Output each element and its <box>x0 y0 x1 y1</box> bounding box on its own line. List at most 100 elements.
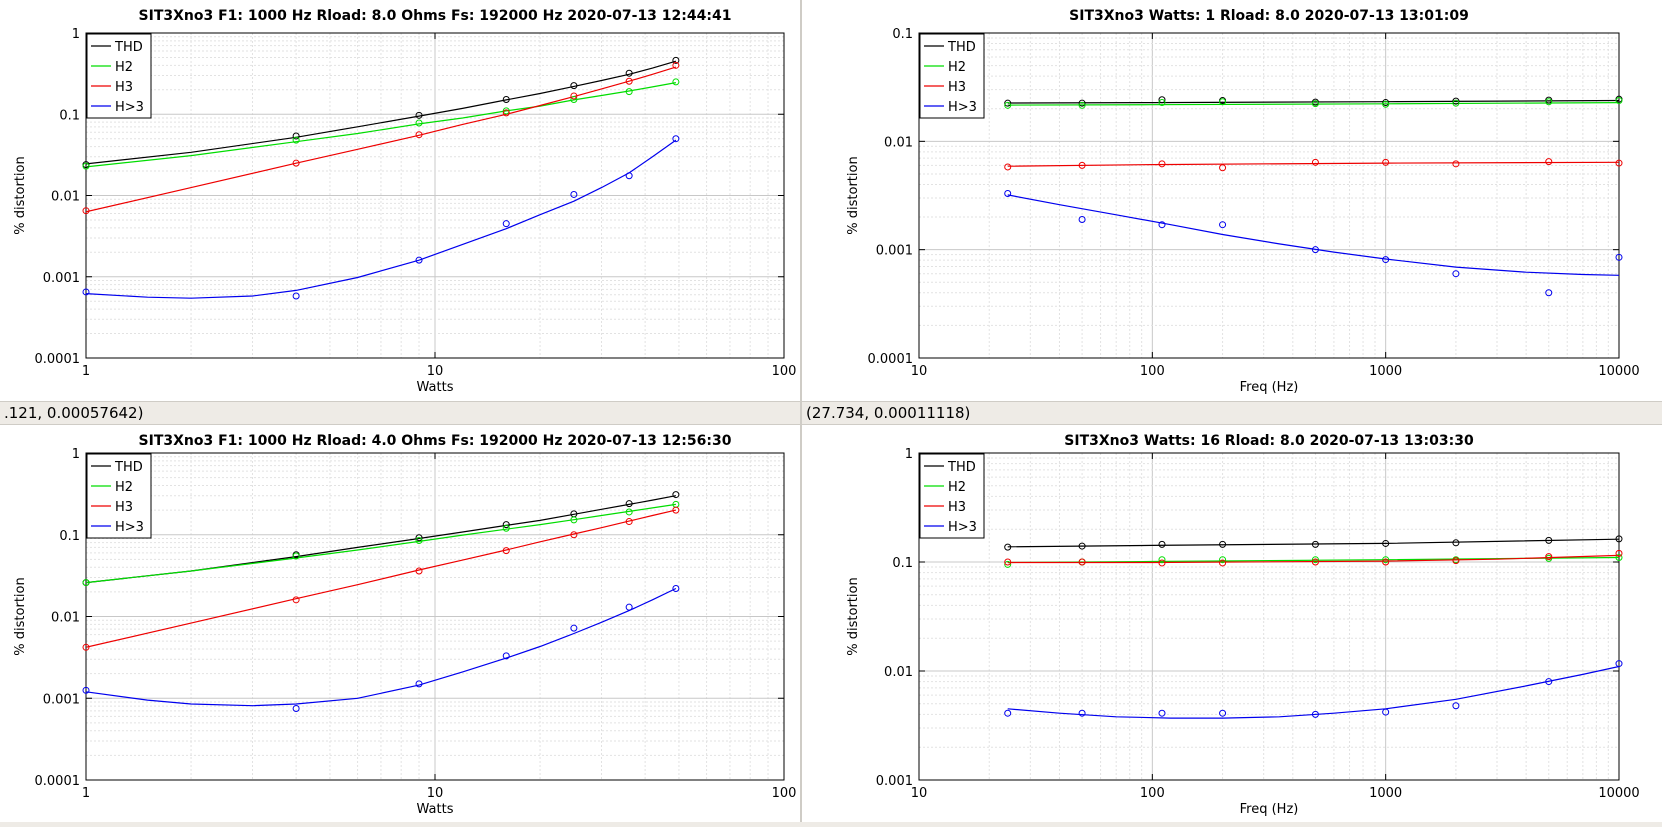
data-point-h3 <box>1545 158 1553 166</box>
chart-panel-watts-4ohm: SIT3Xno3 F1: 1000 Hz Rload: 4.0 Ohms Fs:… <box>0 425 800 822</box>
data-point-h3 <box>1078 161 1086 169</box>
x-tick-label: 100 <box>1140 364 1165 379</box>
data-point-hgt3 <box>1545 678 1553 686</box>
data-point-h2 <box>1158 556 1166 564</box>
y-tick-label: 0.01 <box>884 135 913 150</box>
data-point-thd <box>1545 536 1553 544</box>
legend-label-h2: H2 <box>948 480 966 495</box>
y-tick-label: 0.01 <box>51 190 80 205</box>
x-axis-label: Watts <box>417 380 454 395</box>
data-point-h3 <box>1004 163 1012 171</box>
data-point-thd <box>1452 97 1460 105</box>
data-point-hgt3 <box>1219 221 1227 229</box>
fit-line-hgt3 <box>1007 194 1619 276</box>
x-tick-label: 1000 <box>1369 786 1402 801</box>
data-point-h2 <box>1382 100 1390 108</box>
data-point-hgt3 <box>292 292 300 300</box>
plot-area <box>919 33 1619 358</box>
data-point-h2 <box>672 78 680 86</box>
y-tick-label: 0.001 <box>876 244 913 259</box>
data-point-h2 <box>1382 556 1390 564</box>
x-tick-label: 1 <box>82 786 90 801</box>
data-point-thd <box>1078 542 1086 550</box>
data-point-h3 <box>672 506 680 514</box>
legend-label-thd: THD <box>947 460 976 475</box>
grid <box>918 453 1619 781</box>
data-point-h3 <box>1545 553 1553 561</box>
data-point-h2 <box>82 162 90 170</box>
data-point-hgt3 <box>1452 270 1460 278</box>
legend-label-h3: H3 <box>948 80 966 95</box>
coordinate-text-left: .121, 0.00057642) <box>4 404 144 422</box>
y-tick-label: 0.1 <box>892 27 913 42</box>
x-tick-label: 10 <box>911 786 928 801</box>
x-tick-label: 1 <box>82 364 90 379</box>
legend-label-hgt3: H>3 <box>948 520 977 535</box>
fit-line-hgt3 <box>1007 665 1619 719</box>
legend-label-hgt3: H>3 <box>948 100 977 115</box>
data-point-hgt3 <box>1452 702 1460 710</box>
data-point-thd <box>1158 540 1166 548</box>
x-tick-label: 10000 <box>1598 786 1639 801</box>
x-tick-label: 10 <box>911 364 928 379</box>
data-point-h3 <box>1615 549 1623 557</box>
data-point-h3 <box>1219 164 1227 172</box>
data-point-hgt3 <box>292 704 300 712</box>
data-point-hgt3 <box>570 190 578 198</box>
data-point-hgt3 <box>625 172 633 180</box>
data-point-hgt3 <box>672 585 680 593</box>
data-point-thd <box>502 521 510 529</box>
data-point-thd <box>1078 99 1086 107</box>
y-axis-label: % distortion <box>846 577 861 655</box>
data-point-hgt3 <box>625 603 633 611</box>
data-point-hgt3 <box>82 686 90 694</box>
legend: THD H2 H3 H>3 <box>86 453 152 539</box>
data-point-hgt3 <box>1615 253 1623 261</box>
y-tick-label: 0.1 <box>59 108 80 123</box>
data-point-hgt3 <box>502 220 510 228</box>
fit-line-h3 <box>86 509 677 648</box>
coordinate-readout-left: .121, 0.00057642) <box>0 401 800 425</box>
legend-label-h2: H2 <box>115 480 133 495</box>
data-point-h2 <box>1615 97 1623 105</box>
data-point-h3 <box>1158 160 1166 168</box>
data-point-thd <box>1158 96 1166 104</box>
data-point-h3 <box>1219 559 1227 567</box>
legend-label-hgt3: H>3 <box>115 100 144 115</box>
legend-label-h3: H3 <box>115 80 133 95</box>
legend-label-thd: THD <box>114 460 143 475</box>
data-point-h3 <box>1078 558 1086 566</box>
y-axis-label: % distortion <box>846 156 861 234</box>
data-point-h2 <box>415 537 423 545</box>
data-point-hgt3 <box>1382 256 1390 264</box>
data-point-h3 <box>570 531 578 539</box>
panel-divider[interactable] <box>800 0 802 827</box>
grid <box>85 453 784 781</box>
coordinate-readout-right: (27.734, 0.00011118) <box>802 401 1662 425</box>
data-point-thd <box>1382 539 1390 547</box>
data-point-hgt3 <box>1078 709 1086 717</box>
bottom-strip <box>0 822 1662 827</box>
coordinate-text-right: (27.734, 0.00011118) <box>806 404 971 422</box>
data-point-hgt3 <box>1004 709 1012 717</box>
y-tick-label: 0.01 <box>884 665 913 680</box>
data-point-h2 <box>625 508 633 516</box>
data-point-hgt3 <box>415 256 423 264</box>
fit-line-hgt3 <box>86 587 677 707</box>
legend-label-thd: THD <box>114 40 143 55</box>
chart-title: SIT3Xno3 F1: 1000 Hz Rload: 4.0 Ohms Fs:… <box>139 433 732 449</box>
data-point-h3 <box>82 643 90 651</box>
x-tick-label: 1000 <box>1369 364 1402 379</box>
fit-line-h3 <box>1007 554 1619 564</box>
data-point-thd <box>1219 540 1227 548</box>
y-tick-label: 0.0001 <box>35 774 81 789</box>
legend-box <box>86 453 152 539</box>
data-point-h2 <box>82 579 90 587</box>
data-point-h3 <box>502 109 510 117</box>
data-point-thd <box>502 95 510 103</box>
chart-title: SIT3Xno3 Watts: 1 Rload: 8.0 2020-07-13 … <box>1069 8 1469 24</box>
chart-freq-1w: SIT3Xno3 Watts: 1 Rload: 8.0 2020-07-13 … <box>846 8 1640 395</box>
data-point-thd <box>570 82 578 90</box>
y-tick-label: 0.001 <box>43 692 80 707</box>
legend-label-h2: H2 <box>948 60 966 75</box>
